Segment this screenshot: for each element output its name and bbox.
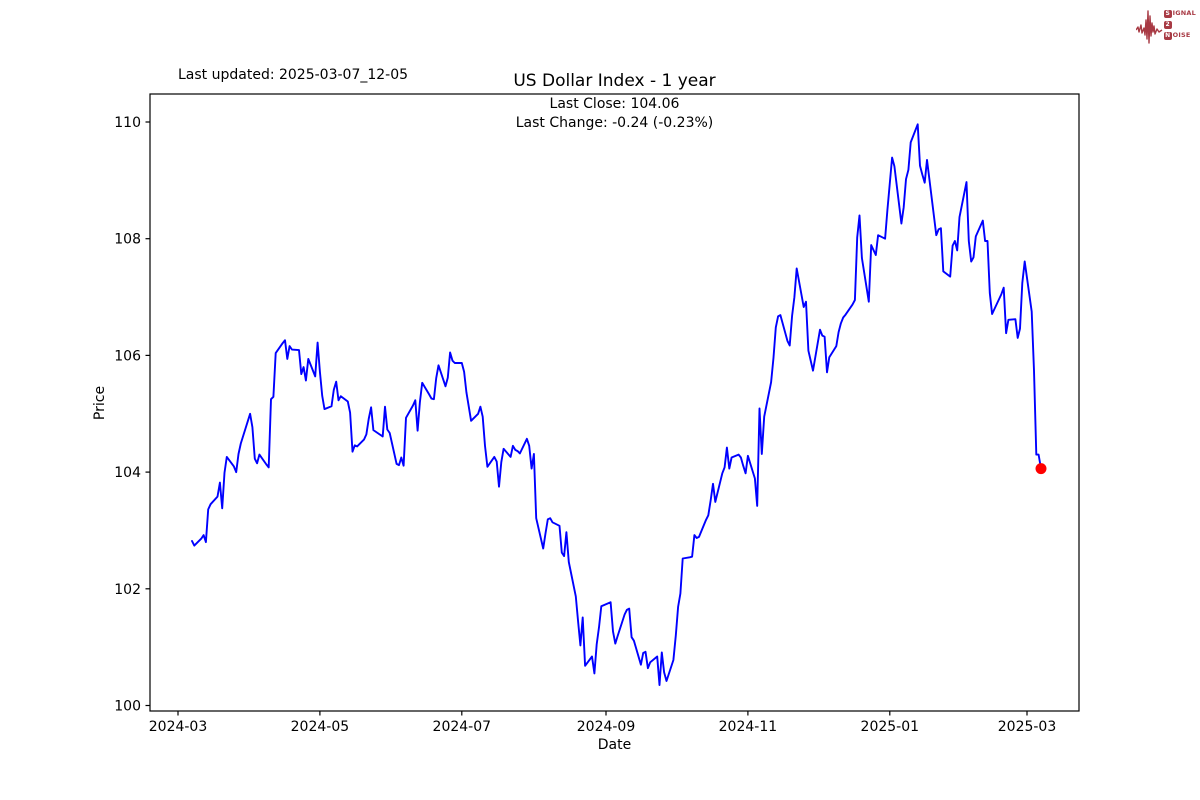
x-tick-label: 2024-11 bbox=[719, 719, 778, 735]
x-tick-label: 2024-07 bbox=[433, 719, 492, 735]
axes-box bbox=[149, 93, 1080, 712]
x-axis-label: Date bbox=[597, 737, 632, 753]
logo-line-signal: S IGNAL bbox=[1163, 9, 1196, 18]
y-tick-label: 100 bbox=[114, 699, 141, 715]
x-tick-label: 2025-01 bbox=[861, 719, 920, 735]
chart-title: US Dollar Index - 1 year bbox=[513, 71, 716, 91]
signal2noise-logo: S IGNAL 2 N OISE bbox=[1135, 6, 1196, 46]
y-tick-label: 108 bbox=[114, 232, 141, 248]
waveform-icon bbox=[1135, 10, 1163, 44]
y-tick-label: 106 bbox=[114, 348, 141, 364]
logo-text-ignal: IGNAL bbox=[1172, 9, 1196, 18]
x-tick-label: 2024-05 bbox=[291, 719, 350, 735]
axis-ticks: 2024-03 2024-05 2024-07 2024-09 2024-11 2025-… bbox=[114, 115, 1056, 735]
last-close-marker bbox=[1035, 463, 1047, 475]
y-axis-label: Price bbox=[92, 385, 108, 421]
logo-line-2: 2 bbox=[1163, 20, 1196, 29]
last-close-line: Last Close: 104.06 bbox=[549, 96, 680, 112]
logo-badge-2: 2 bbox=[1163, 20, 1172, 29]
last-updated-text: Last updated: 2025-03-07_12-05 bbox=[178, 67, 409, 83]
y-tick-label: 110 bbox=[114, 115, 141, 131]
y-tick-label: 102 bbox=[114, 582, 141, 598]
logo-badge-n: N bbox=[1163, 31, 1172, 40]
logo-text-oise: OISE bbox=[1172, 31, 1191, 40]
y-tick-label: 104 bbox=[114, 465, 141, 481]
x-tick-label: 2024-09 bbox=[577, 719, 636, 735]
last-close-annotation: Last Close: 104.06 Last Change: -0.24 (-… bbox=[150, 95, 1079, 133]
logo-line-noise: N OISE bbox=[1163, 31, 1196, 40]
last-change-line: Last Change: -0.24 (-0.23%) bbox=[515, 115, 714, 131]
x-tick-label: 2024-03 bbox=[149, 719, 208, 735]
logo-badge-s: S bbox=[1163, 9, 1172, 18]
price-line-series bbox=[191, 123, 1042, 687]
x-tick-label: 2025-03 bbox=[998, 719, 1057, 735]
